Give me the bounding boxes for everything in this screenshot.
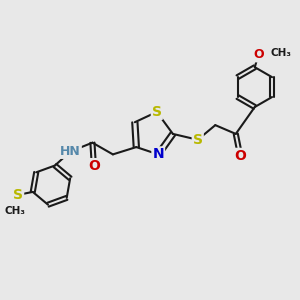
Text: S: S xyxy=(13,188,23,202)
Text: N: N xyxy=(152,147,164,161)
Text: S: S xyxy=(152,105,162,119)
Text: O: O xyxy=(88,159,100,173)
Text: CH₃: CH₃ xyxy=(4,206,25,216)
Text: O: O xyxy=(253,48,264,62)
Text: O: O xyxy=(234,149,246,163)
Text: CH₃: CH₃ xyxy=(271,48,292,58)
Text: S: S xyxy=(193,133,203,147)
Text: HN: HN xyxy=(60,145,81,158)
